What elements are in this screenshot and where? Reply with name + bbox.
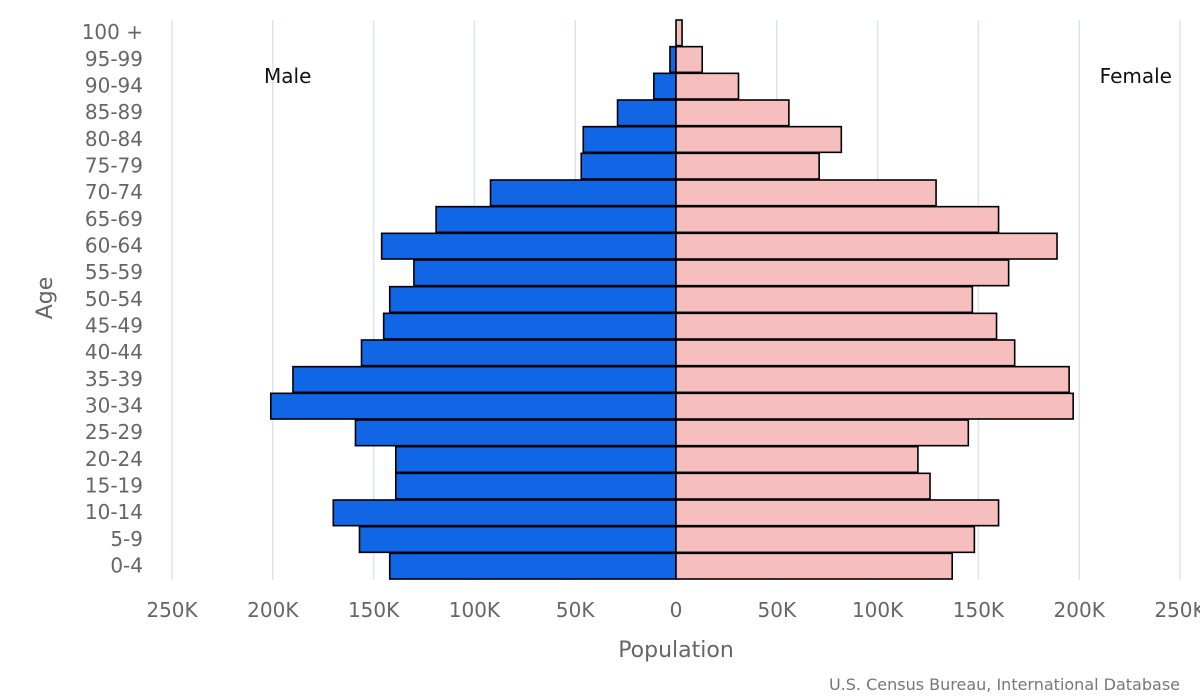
y-tick-label-0-4: 0-4 (110, 554, 143, 578)
female-bar-50-54 (675, 285, 974, 314)
female-bar-60-64 (675, 232, 1058, 260)
credit-text: U.S. Census Bureau, International Databa… (829, 675, 1180, 694)
y-tick-label-75-79: 75-79 (85, 154, 143, 178)
female-bar-95-99 (675, 45, 704, 74)
y-tick-label-30-34: 30-34 (85, 394, 143, 418)
female-bar-15-19 (675, 472, 931, 500)
female-bar-20-24 (675, 445, 919, 474)
y-tick-label-85-89: 85-89 (85, 100, 143, 124)
y-tick-label-50-54: 50-54 (85, 287, 143, 311)
y-tick-label-15-19: 15-19 (85, 474, 143, 498)
male-bar-55-59 (413, 259, 677, 287)
x-tick-label-250k-0: 250K (146, 598, 198, 622)
x-axis-title: Population (618, 638, 734, 663)
male-bar-10-14 (332, 499, 677, 527)
female-bar-35-39 (675, 365, 1070, 394)
x-tick-label-0-5: 0 (670, 598, 683, 622)
y-tick-label-45-49: 45-49 (85, 314, 143, 338)
y-tick-label-100-plus: 100 + (82, 20, 143, 44)
male-bar-75-79 (580, 152, 677, 180)
x-tick-label-150k-8: 150K (953, 598, 1005, 622)
female-bar-45-49 (675, 312, 998, 340)
y-tick-label-20-24: 20-24 (85, 447, 143, 471)
female-bar-0-4 (675, 552, 953, 580)
legend-male: Male (264, 64, 311, 88)
bars (269, 19, 1074, 580)
x-tick-label-150k-2: 150K (348, 598, 400, 622)
x-tick-label-200k-1: 200K (247, 598, 299, 622)
y-tick-label-35-39: 35-39 (85, 367, 143, 391)
male-bar-60-64 (380, 232, 677, 260)
y-tick-label-55-59: 55-59 (85, 260, 143, 284)
female-bar-75-79 (675, 152, 820, 180)
female-bar-10-14 (675, 499, 1000, 527)
female-bar-100-plus (675, 19, 683, 47)
male-bar-70-74 (489, 179, 677, 207)
x-tick-label-100k-3: 100K (449, 598, 501, 622)
male-bar-25-29 (354, 419, 677, 447)
y-tick-label-70-74: 70-74 (85, 180, 143, 204)
legend-female: Female (1100, 64, 1172, 88)
y-tick-label-5-9: 5-9 (110, 527, 143, 551)
female-bar-55-59 (675, 259, 1010, 287)
male-bar-80-84 (582, 125, 677, 154)
y-tick-label-60-64: 60-64 (85, 234, 143, 258)
male-bar-35-39 (292, 365, 677, 394)
x-tick-label-50k-6: 50K (758, 598, 797, 622)
male-bar-45-49 (382, 312, 677, 340)
male-bar-15-19 (394, 472, 677, 500)
female-bar-70-74 (675, 179, 937, 207)
male-bar-20-24 (394, 445, 677, 474)
y-tick-label-80-84: 80-84 (85, 127, 143, 151)
x-tick-label-200k-9: 200K (1054, 598, 1106, 622)
male-bar-50-54 (388, 285, 677, 314)
male-bar-85-89 (616, 99, 677, 127)
x-tick-label-100k-7: 100K (852, 598, 904, 622)
y-tick-label-95-99: 95-99 (85, 47, 143, 71)
female-bar-30-34 (675, 392, 1074, 420)
female-bar-25-29 (675, 419, 970, 447)
y-axis-title: Age (33, 277, 58, 320)
female-bar-80-84 (675, 125, 843, 154)
y-tick-label-10-14: 10-14 (85, 500, 143, 524)
female-bar-40-44 (675, 339, 1016, 367)
male-bar-40-44 (360, 339, 677, 367)
female-bar-65-69 (675, 205, 1000, 234)
x-tick-label-250k-10: 250K (1154, 598, 1200, 622)
male-bar-65-69 (435, 205, 677, 234)
y-tick-label-25-29: 25-29 (85, 420, 143, 444)
female-bar-90-94 (675, 72, 740, 100)
x-tick-label-50k-4: 50K (556, 598, 595, 622)
female-bar-85-89 (675, 99, 790, 127)
male-bar-5-9 (358, 525, 677, 554)
male-bar-90-94 (653, 72, 677, 100)
y-tick-label-65-69: 65-69 (85, 207, 143, 231)
male-bar-0-4 (388, 552, 677, 580)
tick-labels: 250K 200K 150K 100K 50K 0 50K 100K 150K 200K 250K0… (82, 20, 1200, 622)
male-bar-30-34 (269, 392, 677, 420)
y-tick-label-90-94: 90-94 (85, 74, 143, 98)
y-tick-label-40-44: 40-44 (85, 340, 143, 364)
female-bar-5-9 (675, 525, 976, 554)
male-bar-95-99 (669, 45, 677, 74)
